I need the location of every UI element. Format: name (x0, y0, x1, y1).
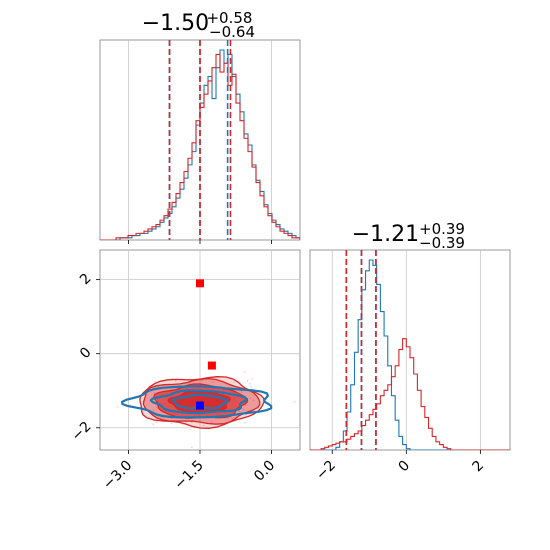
marginal-y-x-tick-label: 2 (470, 458, 488, 476)
joint-sample-point (129, 404, 131, 406)
joint-y-tick-label: 0 (77, 345, 95, 363)
joint-sample-point (152, 423, 155, 426)
joint-sample-point (226, 417, 229, 420)
marginal-x-title-main: −1.50 (142, 11, 209, 36)
joint-blue-contour-level (120, 385, 273, 419)
marginal-y-title-sup: +0.39 (419, 220, 465, 238)
joint-x-tick-label: 0.0 (251, 458, 278, 485)
joint-sample-point (191, 421, 193, 424)
marginal-x-series (100, 49, 300, 240)
joint-sample-point (293, 400, 296, 403)
marginal-x-title-sub: −0.64 (209, 23, 255, 41)
joint-sample-point (155, 406, 158, 409)
joint-sample-point (156, 421, 158, 423)
marginal-x-histogram-0 (100, 49, 300, 240)
joint-y-tick-label: −2 (69, 419, 95, 445)
marginal-x-histogram-1 (100, 53, 300, 240)
joint-sample-point (238, 410, 241, 413)
joint-sample-point (202, 379, 204, 382)
joint-sample-point (170, 422, 173, 425)
joint-sample-point (251, 378, 254, 380)
joint-marker (196, 401, 204, 410)
joint-sample-point (242, 408, 245, 411)
joint-sample-point (253, 394, 255, 397)
joint-panel: −3.0 −1.5 0.0 −2 0 2 (69, 249, 301, 493)
joint-sample-point (246, 380, 249, 382)
joint-x-tick-label: −3.0 (100, 458, 135, 493)
joint-x-tick-label: −1.5 (171, 458, 206, 493)
marginal-y-panel: −2 0 2 −1.21 +0.39 −0.39 (309, 219, 511, 483)
joint-sample-point (203, 424, 205, 427)
joint-marker (207, 361, 216, 370)
joint-sample-point (231, 417, 233, 420)
marginal-y-quantiles (345, 250, 377, 450)
joint-y-ticks: −2 0 2 (69, 270, 100, 444)
joint-sample-point (154, 380, 156, 383)
marginal-x-title-sup: +0.58 (206, 9, 252, 27)
joint-sample-point (250, 386, 252, 388)
joint-sample-point (233, 381, 235, 384)
joint-sample-point (117, 406, 119, 408)
marginal-x-title: −1.50 +0.58 −0.64 (142, 8, 258, 41)
marginal-y-x-tick-label: 0 (396, 458, 414, 476)
marginal-y-title-main: −1.21 (352, 222, 419, 247)
joint-blue-contours (120, 385, 273, 419)
joint-markers (196, 279, 216, 410)
joint-sample-point (188, 382, 190, 385)
marginal-x-quantiles (168, 40, 232, 240)
joint-sample-point (249, 382, 251, 385)
marginal-y-title-sub: −0.39 (419, 234, 465, 252)
joint-sample-point (210, 421, 213, 423)
joint-sample-point (243, 371, 246, 373)
joint-sample-point (252, 399, 255, 402)
marginal-y-grid (331, 250, 481, 450)
marginal-x-panel: −1.50 +0.58 −0.64 (99, 8, 301, 244)
joint-y-tick-label: 2 (77, 270, 95, 288)
marginal-y-title: −1.21 +0.39 −0.39 (352, 219, 470, 252)
joint-sample-point (152, 409, 155, 412)
joint-sample-point (240, 391, 243, 394)
marginal-y-histogram-1 (310, 338, 510, 450)
marginal-y-series (310, 259, 510, 450)
joint-sample-point (249, 397, 252, 400)
joint-sample-point (243, 421, 246, 424)
marginal-y-x-tick-label: −2 (313, 458, 339, 484)
joint-x-ticks: −3.0 −1.5 0.0 (100, 450, 278, 493)
joint-sample-point (153, 392, 156, 394)
joint-blue-contour-level (172, 393, 229, 410)
joint-blue-contour-level (149, 389, 249, 415)
joint-sample-point (189, 428, 192, 431)
joint-sample-point (191, 446, 193, 449)
joint-sample-point (174, 380, 177, 382)
marginal-y-x-ticks: −2 0 2 (313, 450, 487, 483)
joint-marker (196, 279, 204, 288)
joint-sample-point (212, 381, 214, 383)
